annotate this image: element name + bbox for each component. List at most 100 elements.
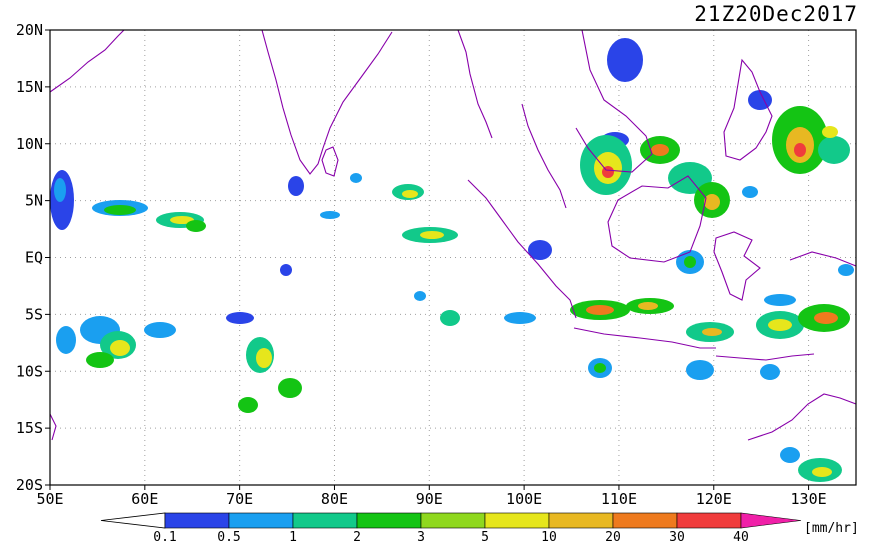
rain-cell (607, 38, 643, 82)
rain-cell (586, 305, 614, 315)
rain-cell (704, 194, 720, 210)
rain-cell (684, 256, 696, 268)
colorbar-under-arrow (100, 512, 166, 529)
rain-cell (104, 205, 136, 215)
rain-cell (56, 326, 76, 354)
lat-label: 5N (25, 192, 43, 210)
lat-label: 20N (16, 21, 43, 39)
rain-cell (638, 302, 658, 310)
colorbar-label: 2 (353, 530, 361, 544)
colorbar-swatch (164, 512, 230, 529)
rain-cell (651, 144, 669, 156)
coast-india (261, 29, 393, 175)
colorbar-over-arrow (740, 512, 802, 529)
rain-cell (186, 220, 206, 232)
colorbar-swatch (548, 512, 614, 529)
colorbar-label: 30 (669, 530, 685, 544)
rain-cell (280, 264, 292, 276)
colorbar-swatch (228, 512, 294, 529)
lon-label: 60E (131, 490, 158, 508)
colorbar-swatch (612, 512, 678, 529)
coast-srilanka (321, 146, 339, 177)
lat-label: 10N (16, 135, 43, 153)
rain-cell (86, 352, 114, 368)
rain-cell (402, 190, 418, 198)
rain-cell (768, 319, 792, 331)
coast-sulawesi (713, 231, 761, 301)
rain-cell (238, 397, 258, 413)
graticule (50, 30, 856, 485)
rain-cell (278, 378, 302, 398)
colorbar-label: 40 (733, 530, 749, 544)
rain-cell (760, 364, 780, 380)
coast-indochina (575, 29, 653, 173)
coast-sumatra (467, 179, 577, 319)
precipitation-field (50, 38, 854, 482)
colorbar-label: 0.1 (153, 530, 176, 544)
lon-label: 70E (226, 490, 253, 508)
rain-cell (822, 126, 838, 138)
lon-label: 130E (791, 490, 827, 508)
lon-label: 100E (506, 490, 542, 508)
colorbar-label: 20 (605, 530, 621, 544)
colorbar-swatch (356, 512, 422, 529)
lat-label: 5S (25, 305, 43, 323)
rain-cell (54, 178, 66, 202)
rain-cell (256, 348, 272, 368)
rain-cell (288, 176, 304, 196)
coast-philippines (723, 58, 773, 161)
rain-cell (528, 240, 552, 260)
rain-cell (814, 312, 838, 324)
axis-labels: 50E 60E 70E 80E 90E 100E 110E 120E 130E 20N 15N 10N… (16, 21, 827, 508)
map-title: 21Z20Dec2017 (694, 2, 858, 26)
rain-cell (742, 186, 758, 198)
rain-cell (594, 363, 606, 373)
coast-newguinea (789, 251, 857, 267)
colorbar-swatch (420, 512, 486, 529)
rain-cell (414, 291, 426, 301)
coastlines (49, 29, 857, 441)
colorbar-swatch (676, 512, 742, 529)
colorbar: 0.1 0.5 1 2 3 5 10 20 30 40 [mm/hr] (100, 512, 859, 544)
colorbar-label: 0.5 (217, 530, 240, 544)
coast-australia (747, 393, 857, 441)
colorbar-label: 10 (541, 530, 557, 544)
rain-cell (504, 312, 536, 324)
rain-cell (818, 136, 850, 164)
rain-cell (350, 173, 362, 183)
rain-cell (686, 360, 714, 380)
lat-label: 10S (16, 362, 43, 380)
coast-java (573, 327, 716, 349)
colorbar-swatch (292, 512, 358, 529)
coast-madagascar (49, 413, 57, 441)
rain-cell (440, 310, 460, 326)
lat-label: 15S (16, 419, 43, 437)
rain-cell (110, 340, 130, 356)
rain-cell (764, 294, 796, 306)
colorbar-label: 1 (289, 530, 297, 544)
rain-cell (780, 447, 800, 463)
coast-malaya (521, 103, 567, 209)
colorbar-swatch (484, 512, 550, 529)
coast-borneo (607, 175, 707, 263)
rain-cell (320, 211, 340, 219)
lon-label: 110E (601, 490, 637, 508)
lon-label: 120E (696, 490, 732, 508)
rain-cell (812, 467, 832, 477)
coast-oman (49, 29, 125, 93)
lat-label: EQ (25, 249, 43, 267)
rain-cell (794, 143, 806, 157)
rain-cell (144, 322, 176, 338)
unit-label: [mm/hr] (804, 521, 859, 536)
rain-cell (420, 231, 444, 239)
rain-cell (226, 312, 254, 324)
lon-label: 80E (321, 490, 348, 508)
colorbar-label: 3 (417, 530, 425, 544)
lat-label: 15N (16, 78, 43, 96)
rain-cell (170, 216, 194, 224)
rain-cell (702, 328, 722, 336)
coast-sunda (715, 353, 815, 361)
colorbar-label: 5 (481, 530, 489, 544)
rain-cell (838, 264, 854, 276)
